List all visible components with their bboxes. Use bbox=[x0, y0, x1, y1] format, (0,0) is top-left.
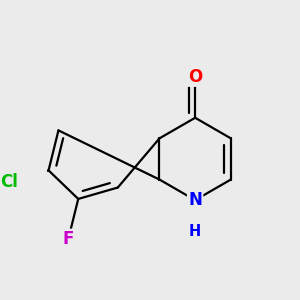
Text: Cl: Cl bbox=[0, 173, 18, 191]
Text: N: N bbox=[188, 191, 202, 209]
Text: O: O bbox=[188, 68, 202, 85]
Text: F: F bbox=[63, 230, 74, 248]
Text: H: H bbox=[189, 224, 201, 238]
